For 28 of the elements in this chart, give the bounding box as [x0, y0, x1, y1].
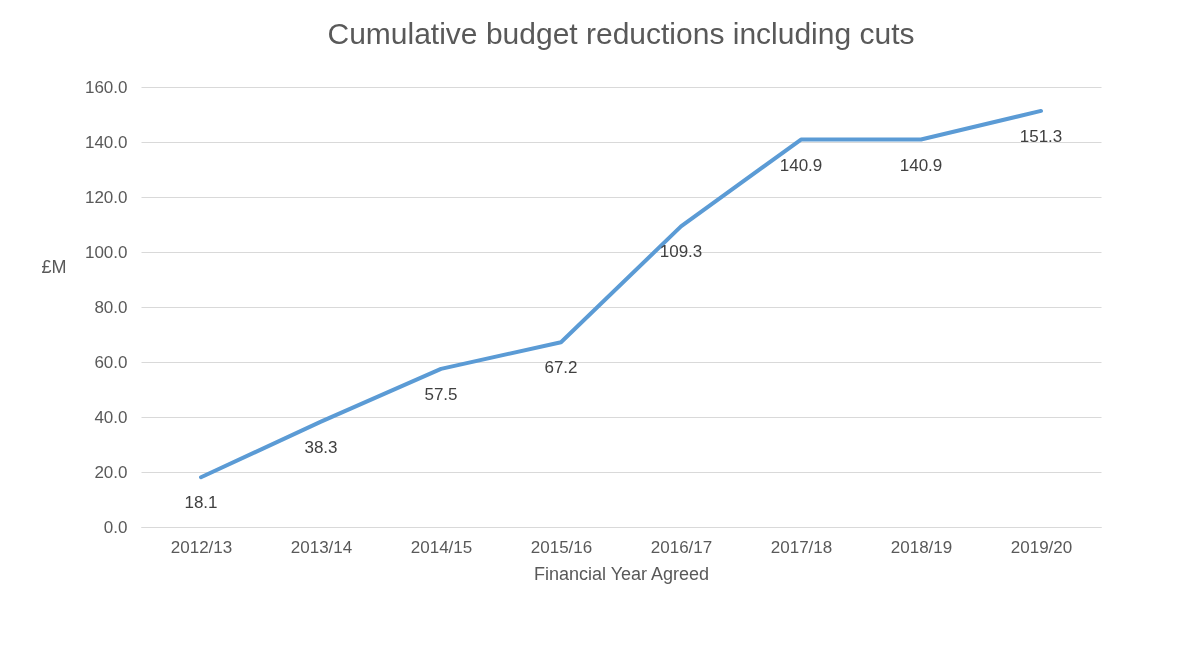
x-axis-title: Financial Year Agreed — [533, 563, 710, 584]
y-tick-label: 0.0 — [103, 517, 128, 537]
chart-title: Cumulative budget reductions including cuts — [327, 17, 915, 50]
y-tick-label: 120.0 — [84, 187, 128, 207]
x-tick-label: 2018/19 — [890, 537, 953, 557]
x-tick-label: 2013/14 — [290, 537, 353, 557]
data-label: 109.3 — [659, 242, 703, 262]
data-label: 67.2 — [544, 358, 578, 378]
x-tick-label: 2019/20 — [1010, 537, 1073, 557]
x-tick-label: 2015/16 — [530, 537, 593, 557]
data-label: 38.3 — [304, 437, 338, 457]
x-tick-label: 2017/18 — [770, 537, 833, 557]
x-tick-label: 2014/15 — [410, 537, 473, 557]
data-label: 140.9 — [779, 155, 823, 175]
y-tick-label: 100.0 — [84, 242, 128, 262]
data-label: 18.1 — [184, 493, 218, 513]
y-tick-label: 160.0 — [84, 77, 128, 97]
x-tick-label: 2016/17 — [650, 537, 713, 557]
data-label: 151.3 — [1019, 126, 1063, 146]
y-tick-label: 20.0 — [94, 462, 128, 482]
y-tick-label: 140.0 — [84, 132, 128, 152]
data-label: 140.9 — [899, 155, 943, 175]
y-tick-label: 60.0 — [94, 352, 128, 372]
y-tick-label: 80.0 — [94, 297, 128, 317]
x-tick-label: 2012/13 — [170, 537, 233, 557]
y-tick-label: 40.0 — [94, 407, 128, 427]
y-axis-title: £M — [41, 256, 67, 277]
data-label: 57.5 — [424, 384, 458, 404]
